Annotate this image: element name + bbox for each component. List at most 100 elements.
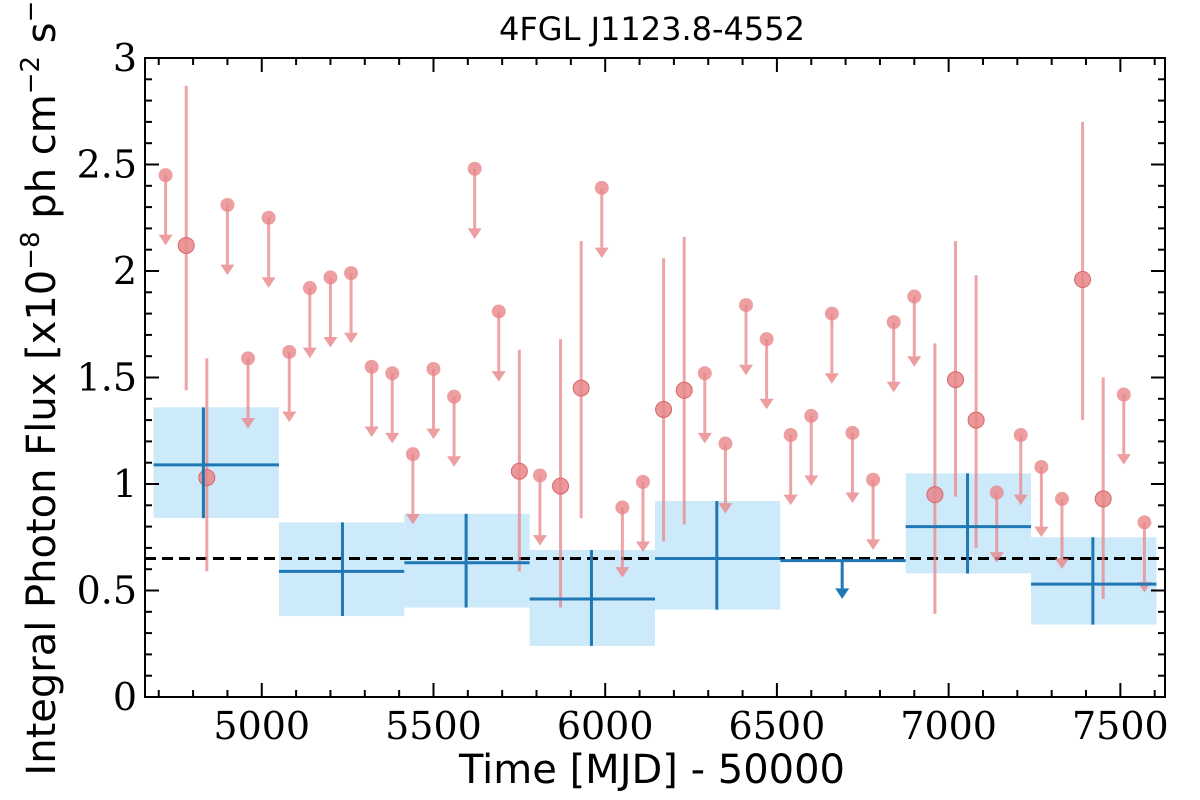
monthly-upper-limit-arrow <box>302 347 317 359</box>
monthly-upper-limit-point <box>866 472 881 487</box>
monthly-detection-point <box>1074 271 1092 289</box>
x-tick-label: 5000 <box>213 704 310 748</box>
monthly-upper-limit-arrow <box>1054 558 1069 570</box>
y-tick-label: 0.5 <box>77 569 137 613</box>
monthly-detection-point <box>655 400 673 418</box>
monthly-upper-limit-arrow <box>261 277 276 288</box>
monthly-detection-point <box>926 486 944 504</box>
monthly-detection-point <box>510 462 528 480</box>
monthly-upper-limit-point <box>426 361 441 376</box>
monthly-upper-limit-arrow <box>1034 526 1049 538</box>
axis-ticks: 5000 5500 6000 6500 7000 7500 0 0.5 1 1.5 2 2.5 3 <box>77 36 1169 748</box>
monthly-upper-limit-point <box>783 428 798 443</box>
monthly-upper-limit-arrow <box>989 552 1004 563</box>
y-tick-label: 3 <box>113 36 137 80</box>
monthly-upper-limit-arrow <box>220 264 235 276</box>
monthly-upper-limit-point <box>739 298 754 313</box>
x-tick-label: 6500 <box>729 704 826 748</box>
monthly-detection-point <box>1094 490 1112 508</box>
monthly-upper-limit-arrow <box>323 337 338 348</box>
monthly-upper-limit-point <box>759 332 774 347</box>
monthly-upper-limit-arrow <box>532 535 547 546</box>
monthly-upper-limit-point <box>907 289 922 304</box>
monthly-upper-limit-point <box>344 266 359 281</box>
monthly-upper-limit-point <box>1116 387 1131 402</box>
monthly-detection-point <box>967 411 985 429</box>
monthly-upper-limit-arrow <box>241 417 256 429</box>
monthly-upper-limit-point <box>364 359 379 374</box>
monthly-upper-limit-arrow <box>783 494 798 506</box>
monthly-upper-limit-point <box>323 270 338 285</box>
monthly-detection-point <box>947 371 965 389</box>
monthly-upper-limit-arrow <box>824 373 839 384</box>
monthly-upper-limit-arrow <box>718 503 733 514</box>
monthly-upper-limit-arrow <box>1013 494 1028 506</box>
y-tick-label: 2 <box>113 249 137 293</box>
monthly-upper-limit-arrow <box>866 539 881 550</box>
monthly-upper-limit-point <box>282 344 297 359</box>
x-tick-label: 7500 <box>1072 704 1169 748</box>
chart-title: 4FGL J1123.8-4552 <box>499 10 805 48</box>
monthly-upper-limit-arrow <box>635 541 650 553</box>
monthly-upper-limit-point <box>989 485 1004 500</box>
monthly-upper-limit-point <box>158 168 173 183</box>
monthly-upper-limit-point <box>845 425 860 440</box>
monthly-upper-limit-point <box>804 408 819 423</box>
monthly-upper-limit-point <box>635 474 650 489</box>
monthly-upper-limit-arrow <box>467 228 482 239</box>
monthly-upper-limit-arrow <box>615 567 630 578</box>
monthly-upper-limit-arrow <box>491 371 506 382</box>
monthly-upper-limit-point <box>532 468 547 483</box>
monthly-upper-limit-point <box>302 281 317 296</box>
monthly-series <box>158 85 1152 614</box>
yearly-upper-limit-arrow <box>835 588 850 599</box>
monthly-upper-limit-arrow <box>405 513 420 525</box>
y-tick-label: 2.5 <box>77 143 137 187</box>
monthly-upper-limit-point <box>261 210 276 225</box>
monthly-upper-limit-arrow <box>1116 454 1131 465</box>
monthly-detection-point <box>198 469 216 487</box>
x-tick-label: 5500 <box>385 704 482 748</box>
monthly-upper-limit-point <box>1054 491 1069 506</box>
monthly-upper-limit-point <box>697 366 712 381</box>
y-axis-title: Integral Photon Flux [x10−8 ph cm−2 s−1] <box>16 0 65 776</box>
monthly-upper-limit-point <box>447 389 462 404</box>
monthly-detection-point <box>552 477 570 495</box>
yearly-error-band <box>153 407 279 519</box>
monthly-upper-limit-point <box>718 436 733 451</box>
monthly-upper-limit-point <box>405 447 420 462</box>
monthly-upper-limit-arrow <box>158 234 173 246</box>
monthly-upper-limit-arrow <box>447 456 462 467</box>
monthly-upper-limit-point <box>824 306 839 321</box>
monthly-upper-limit-point <box>220 197 235 212</box>
x-tick-label: 6000 <box>557 704 654 748</box>
monthly-upper-limit-arrow <box>364 426 379 437</box>
monthly-upper-limit-arrow <box>282 411 297 423</box>
y-tick-label: 0 <box>113 675 137 719</box>
monthly-upper-limit-point <box>467 161 482 176</box>
monthly-upper-limit-arrow <box>886 381 901 393</box>
monthly-upper-limit-point <box>1013 428 1028 443</box>
monthly-upper-limit-point <box>385 366 400 381</box>
monthly-upper-limit-arrow <box>426 428 441 440</box>
monthly-upper-limit-arrow <box>385 432 400 444</box>
monthly-upper-limit-arrow <box>845 492 860 504</box>
monthly-upper-limit-point <box>241 351 256 366</box>
y-tick-label: 1.5 <box>77 356 137 400</box>
monthly-upper-limit-arrow <box>907 356 922 367</box>
monthly-upper-limit-arrow <box>344 332 359 344</box>
x-tick-label: 7000 <box>900 704 997 748</box>
monthly-upper-limit-arrow <box>739 364 754 376</box>
monthly-upper-limit-arrow <box>759 398 774 410</box>
monthly-upper-limit-point <box>594 180 609 195</box>
y-tick-label: 1 <box>113 462 137 506</box>
monthly-upper-limit-arrow <box>804 475 819 486</box>
x-axis-title: Time [MJD] - 50000 <box>458 747 845 793</box>
monthly-upper-limit-point <box>615 500 630 515</box>
monthly-upper-limit-point <box>1137 515 1152 530</box>
monthly-upper-limit-arrow <box>697 432 712 444</box>
monthly-detection-point <box>675 381 693 399</box>
monthly-upper-limit-point <box>1034 459 1049 474</box>
yearly-series <box>153 407 1157 646</box>
